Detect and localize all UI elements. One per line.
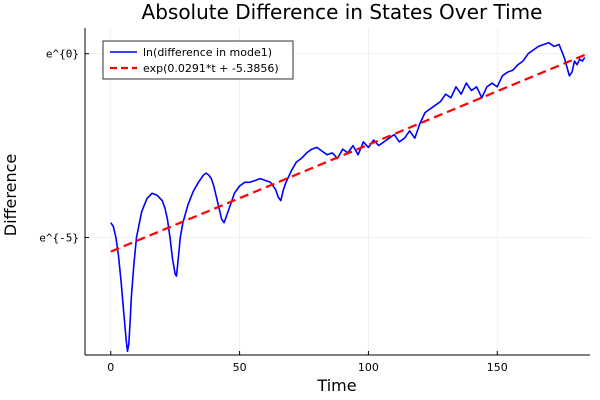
legend: ln(difference in mode1) exp(0.0291*t + -5… bbox=[102, 40, 294, 80]
x-tick-label: 150 bbox=[487, 361, 508, 374]
x-tick-label: 0 bbox=[107, 361, 114, 374]
legend-box bbox=[102, 40, 294, 80]
series-line-1 bbox=[110, 41, 586, 353]
chart-title: Absolute Difference in States Over Time bbox=[142, 0, 543, 24]
legend-label-1: ln(difference in mode1) bbox=[143, 46, 272, 59]
legend-label-2: exp(0.0291*t + -5.3856) bbox=[143, 62, 279, 75]
x-tick-label: 50 bbox=[233, 361, 247, 374]
y-axis-label: Difference bbox=[1, 154, 20, 236]
x-axis-label: Time bbox=[316, 376, 356, 395]
x-tick-label: 100 bbox=[358, 361, 379, 374]
series-layer bbox=[110, 41, 586, 353]
axes: 0 50 100 150 e^{-5} e^{0} bbox=[39, 28, 590, 374]
series-line-2 bbox=[110, 53, 586, 253]
y-tick-label: e^{-5} bbox=[39, 231, 79, 244]
y-tick-label: e^{0} bbox=[46, 48, 79, 61]
